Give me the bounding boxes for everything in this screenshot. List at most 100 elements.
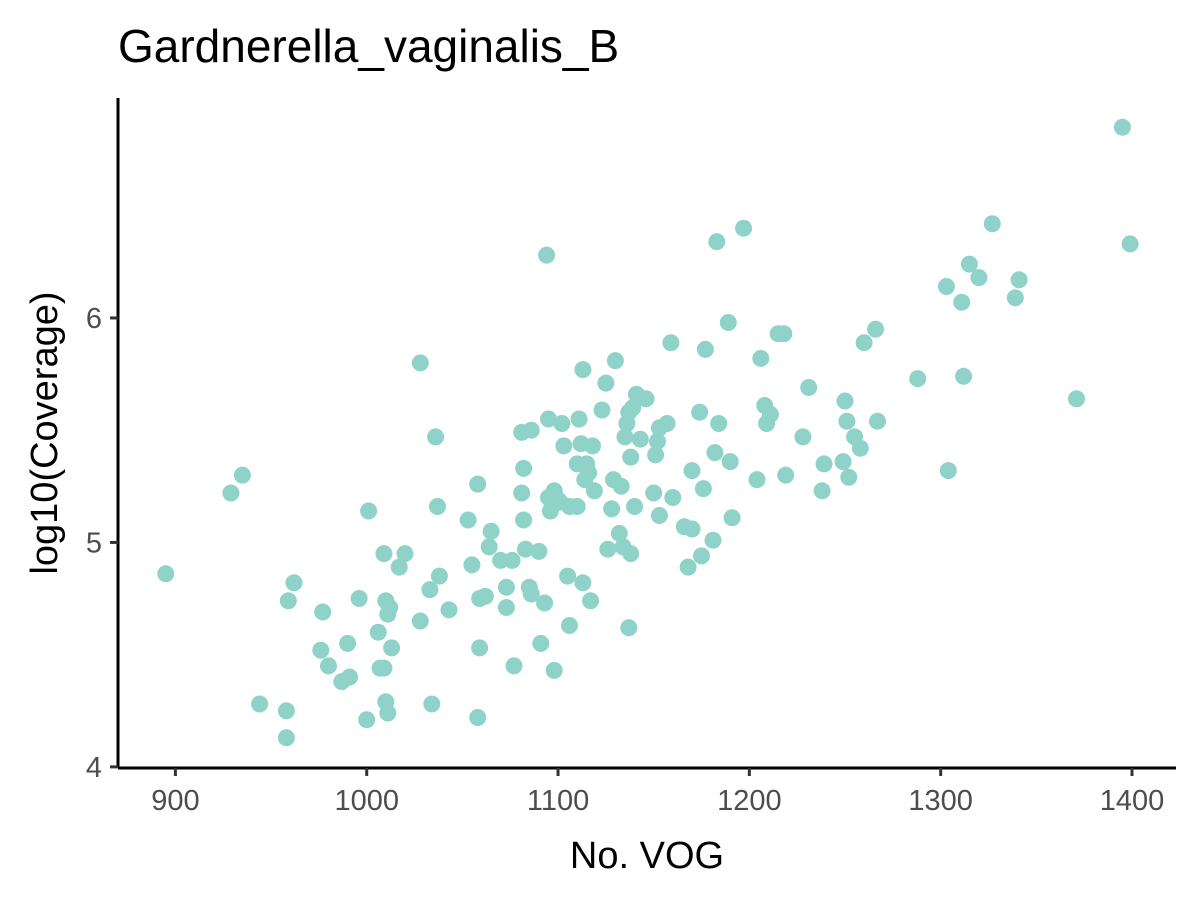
data-point <box>555 437 573 455</box>
data-point <box>480 538 498 556</box>
data-point <box>909 370 927 388</box>
data-point <box>1121 235 1139 253</box>
data-point <box>411 612 429 630</box>
data-point <box>761 406 779 423</box>
data-point <box>622 545 640 563</box>
data-point <box>358 711 376 729</box>
data-point <box>612 477 630 495</box>
data-point <box>662 334 680 352</box>
data-point <box>522 421 540 439</box>
data-point <box>440 601 458 619</box>
x-axis-title: No. VOG <box>570 835 724 877</box>
data-point <box>735 219 753 237</box>
data-point <box>540 410 557 428</box>
data-point <box>427 428 445 446</box>
data-point <box>381 599 399 616</box>
data-point <box>469 475 487 493</box>
data-point <box>339 634 357 652</box>
data-point <box>683 520 701 538</box>
data-point <box>396 545 414 563</box>
data-point <box>970 269 988 287</box>
data-point <box>838 412 856 430</box>
data-point <box>800 379 818 396</box>
data-point <box>411 354 429 372</box>
data-point <box>580 464 598 482</box>
data-point <box>624 399 642 417</box>
data-point <box>585 482 603 500</box>
x-tick-label: 1300 <box>908 785 973 817</box>
data-point <box>1010 271 1028 289</box>
data-point <box>955 367 973 385</box>
data-point <box>463 556 481 574</box>
data-point <box>637 390 655 408</box>
data-point <box>869 412 886 430</box>
data-point <box>574 361 592 379</box>
data-point <box>285 574 303 592</box>
data-point <box>748 471 766 489</box>
data-point <box>867 320 885 338</box>
data-point <box>429 498 446 515</box>
data-point <box>476 587 494 605</box>
data-point <box>515 459 533 477</box>
data-point <box>482 522 500 540</box>
data-point <box>369 623 387 641</box>
data-point <box>545 661 563 679</box>
data-point <box>706 444 724 462</box>
data-point <box>312 641 330 659</box>
data-point <box>505 657 523 675</box>
data-point <box>647 446 665 464</box>
data-point <box>813 482 831 500</box>
data-point <box>536 594 554 612</box>
data-point <box>710 415 728 432</box>
data-point <box>939 462 957 480</box>
x-tick-label: 1400 <box>1100 785 1165 817</box>
data-point <box>157 565 175 583</box>
data-point <box>375 545 393 563</box>
data-point <box>379 704 397 722</box>
data-point <box>568 498 586 515</box>
data-point <box>836 392 854 410</box>
data-point <box>314 603 332 621</box>
data-point <box>584 437 601 455</box>
data-point <box>423 695 441 713</box>
x-axis-ticks: 900 1000 1100 1200 1300 1400 <box>151 768 1164 817</box>
data-point <box>497 599 515 616</box>
x-tick-label: 1000 <box>334 785 399 817</box>
data-point <box>233 466 251 484</box>
data-point <box>517 540 534 558</box>
data-point <box>777 466 795 484</box>
data-point <box>723 509 741 527</box>
data-point <box>375 659 393 677</box>
data-point <box>693 547 710 565</box>
y-tick-label: 4 <box>86 752 102 784</box>
data-point <box>582 592 600 610</box>
x-tick-label: 1100 <box>527 785 589 817</box>
data-point <box>649 432 666 450</box>
x-tick-label: 900 <box>151 785 199 817</box>
data-point <box>503 551 521 569</box>
data-point <box>645 484 663 502</box>
data-point <box>383 639 401 657</box>
data-point <box>616 428 634 446</box>
data-point <box>360 502 378 520</box>
data-point <box>574 574 592 592</box>
data-point <box>679 558 697 576</box>
data-point <box>277 729 295 747</box>
data-point <box>664 489 682 506</box>
data-point <box>553 415 571 432</box>
data-point <box>622 448 640 466</box>
data-point <box>513 484 531 502</box>
data-point <box>320 657 337 675</box>
data-point <box>538 246 556 264</box>
data-point <box>522 585 540 603</box>
data-point <box>1113 118 1131 136</box>
data-point <box>953 293 971 311</box>
data-point <box>696 340 714 358</box>
data-point <box>691 403 709 421</box>
data-point <box>599 540 617 558</box>
y-tick-label: 6 <box>86 303 102 335</box>
data-point <box>593 401 611 419</box>
data-point <box>606 352 624 370</box>
data-point <box>532 634 550 652</box>
